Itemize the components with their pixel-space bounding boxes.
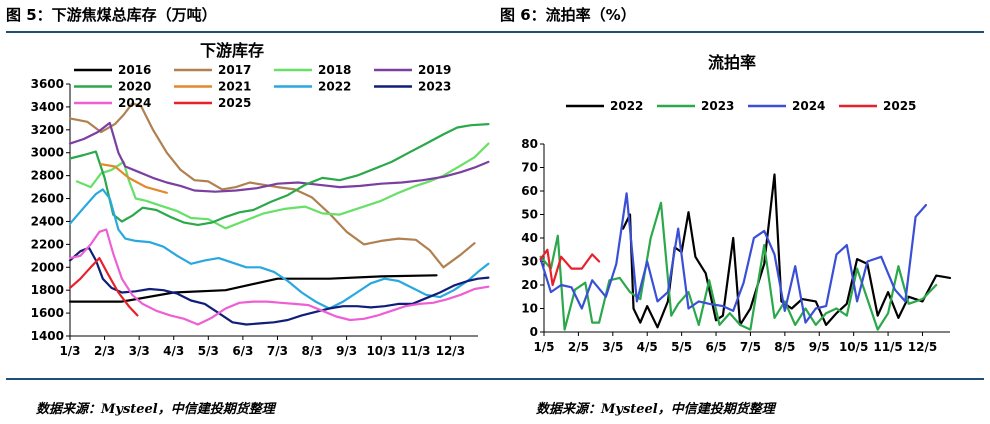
right-source-note: 数据来源：Mysteel，中信建投期货整理 [536, 402, 775, 417]
series-line-2021 [99, 163, 168, 194]
chart-title: 流拍率 [708, 53, 756, 72]
x-tick-label: 1/3 [59, 344, 80, 358]
x-tick-label: 2/5 [568, 340, 589, 354]
y-tick-label: 1600 [31, 306, 64, 320]
y-tick-label: 2600 [31, 192, 64, 206]
series-line-2025 [68, 257, 139, 317]
y-tick-label: 10 [521, 302, 538, 316]
y-tick-label: 80 [521, 137, 538, 151]
x-tick-label: 4/5 [637, 340, 658, 354]
legend-label-2024: 2024 [792, 99, 825, 113]
x-tick-label: 3/5 [602, 340, 623, 354]
series-line-2016 [68, 274, 438, 303]
y-tick-label: 0 [530, 325, 538, 339]
series-line-2024 [68, 228, 490, 326]
y-tick-label: 2000 [31, 260, 64, 274]
x-tick-label: 9/3 [336, 344, 357, 358]
y-tick-label: 70 [521, 161, 538, 175]
y-tick-label: 1800 [31, 283, 64, 297]
legend-label-2018: 2018 [318, 63, 351, 77]
y-tick-label: 3400 [31, 100, 64, 114]
x-tick-label: 5/5 [671, 340, 692, 354]
x-tick-label: 4/3 [163, 344, 184, 358]
x-tick-label: 12/3 [436, 344, 465, 358]
legend-label-2021: 2021 [218, 80, 251, 94]
chart-title: 下游库存 [200, 41, 264, 60]
y-tick-label: 40 [521, 231, 538, 245]
top-divider [6, 31, 984, 33]
x-tick-label: 12/5 [908, 340, 937, 354]
y-tick-label: 3000 [31, 146, 64, 160]
x-tick-label: 3/3 [129, 344, 150, 358]
right-figure-title: 图 6：流拍率（%） [500, 6, 636, 24]
legend-label-2023: 2023 [418, 80, 451, 94]
y-tick-label: 2800 [31, 169, 64, 183]
y-tick-label: 2200 [31, 237, 64, 251]
series-line-2025 [539, 248, 601, 287]
x-tick-label: 6/5 [705, 340, 726, 354]
legend-label-2016: 2016 [118, 63, 151, 77]
bottom-divider [6, 378, 984, 380]
x-tick-label: 5/3 [198, 344, 219, 358]
legend-label-2025: 2025 [218, 96, 251, 110]
y-tick-label: 3200 [31, 123, 64, 137]
x-tick-label: 7/5 [740, 340, 761, 354]
x-tick-label: 6/3 [232, 344, 253, 358]
y-tick-label: 30 [521, 255, 538, 269]
left-source-note: 数据来源：Mysteel，中信建投期货整理 [36, 402, 275, 417]
x-tick-label: 9/5 [809, 340, 830, 354]
x-tick-label: 2/3 [94, 344, 115, 358]
x-tick-label: 10/3 [366, 344, 395, 358]
x-tick-label: 8/5 [774, 340, 795, 354]
series-line-2024 [539, 192, 927, 324]
legend-label-2022: 2022 [610, 99, 643, 113]
legend-label-2019: 2019 [418, 63, 451, 77]
auction-failure-rate-chart: 流拍率 0 10 20 30 40 50 60 70 80 1/5 2/5 3/5 4/5 5/5 6/5 7… [521, 53, 952, 354]
series-line-2022 [68, 188, 490, 310]
y-tick-label: 2400 [31, 214, 64, 228]
x-tick-label: 11/5 [873, 340, 902, 354]
y-tick-label: 1400 [31, 329, 64, 343]
y-tick-label: 60 [521, 184, 538, 198]
x-tick-label: 8/3 [301, 344, 322, 358]
series-line-2019 [68, 121, 490, 193]
inventory-chart: 下游库存 1400 1600 1800 2000 2200 2400 2600 2800 300… [31, 41, 490, 358]
legend-label-2024: 2024 [118, 96, 151, 110]
series-line-2022 [621, 173, 952, 329]
legend-label-2017: 2017 [218, 63, 251, 77]
x-tick-label: 11/3 [401, 344, 430, 358]
x-tick-label: 1/5 [533, 340, 554, 354]
legend-label-2022: 2022 [318, 80, 351, 94]
y-tick-label: 50 [521, 208, 538, 222]
legend-label-2025: 2025 [883, 99, 916, 113]
x-tick-label: 10/5 [839, 340, 868, 354]
series-line-2023 [68, 246, 490, 326]
x-tick-label: 7/3 [267, 344, 288, 358]
series-line-2017 [68, 102, 476, 269]
series-line-2018 [75, 142, 490, 230]
series-line-2020 [68, 122, 490, 226]
legend-label-2023: 2023 [701, 99, 734, 113]
left-figure-title: 图 5：下游焦煤总库存（万吨） [6, 6, 217, 24]
y-tick-label: 20 [521, 278, 538, 292]
y-tick-label: 3600 [31, 77, 64, 91]
legend-label-2020: 2020 [118, 80, 151, 94]
